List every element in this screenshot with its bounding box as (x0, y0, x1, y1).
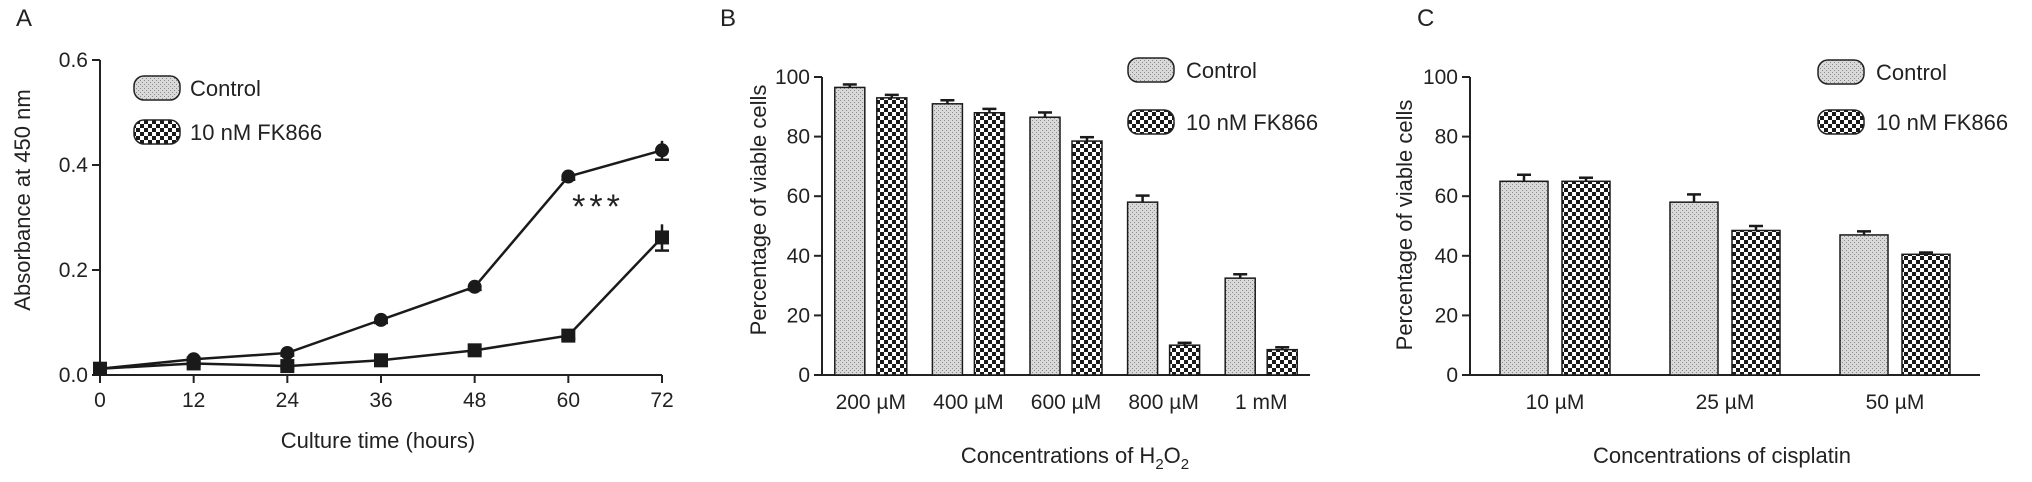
bar-fk866 (1071, 140, 1103, 376)
bar-fk866 (1168, 344, 1201, 376)
x-tick-label: 800 µM (1128, 391, 1198, 414)
legend-swatch-control (1817, 59, 1865, 85)
panel-a-y-axis: 0.0 0.2 0.4 0.6 (59, 49, 101, 387)
bar-control (1029, 116, 1061, 376)
x-tick-label: 24 (276, 389, 300, 412)
bar-control (834, 86, 866, 376)
panel-a-significance-annotation: *** (572, 188, 624, 226)
bar-fk866 (1266, 348, 1298, 376)
panel-a-x-axis: 0 12 24 36 48 60 72 (94, 374, 674, 412)
panel-a-legend-fk866: 10 nM FK866 (190, 120, 322, 145)
panel-c-y-label: Percentage of viable cells (1392, 100, 1417, 351)
x-tick-label: 12 (182, 389, 205, 412)
y-tick-label: 20 (787, 304, 810, 327)
panel-c: C 0 20 40 60 80 100 10 µM 25 µM 50 µM Concentra… (1392, 5, 2008, 468)
panel-a-y-label: Absorbance at 450 nm (10, 89, 35, 310)
data-point-fk866 (186, 356, 201, 371)
panel-c-letter: C (1417, 5, 1434, 32)
panel-a-x-label: Culture time (hours) (281, 428, 475, 453)
y-tick-label: 80 (787, 126, 810, 149)
panel-a-series (93, 140, 669, 376)
panel-b-x-axis: 200 µM 400 µM 600 µM 800 µM 1 mM (822, 374, 1310, 414)
x-tick-label: 0 (94, 389, 106, 412)
x-tick-label: 60 (557, 389, 580, 412)
panel-b-y-label: Percentage of viable cells (746, 85, 771, 336)
bar-control (1669, 201, 1719, 376)
data-point-fk866 (93, 361, 107, 376)
panel-b-y-axis: 0 20 40 60 80 100 (775, 66, 823, 387)
y-tick-label: 0 (1446, 364, 1458, 387)
x-tick-label: 25 µM (1696, 391, 1755, 414)
bar-fk866 (1731, 229, 1781, 376)
y-tick-label: 60 (1435, 185, 1458, 208)
legend-swatch-fk866 (1817, 109, 1865, 135)
panel-a: A 0.0 0.2 0.4 0.6 0 12 24 36 48 60 72 Culture tim… (10, 5, 674, 453)
panel-b: B 0 20 40 60 80 100 200 µM 400 µM 600 µM 800 µM 1… (720, 5, 1318, 473)
y-tick-label: 0.4 (59, 154, 89, 177)
y-tick-label: 40 (787, 245, 810, 268)
data-point-control (561, 169, 576, 184)
panel-a-legend-control: Control (190, 76, 261, 101)
bar-fk866 (1901, 253, 1951, 376)
bar-control (1224, 277, 1256, 376)
legend-swatch-fk866 (1127, 109, 1175, 135)
bar-control (1126, 201, 1159, 376)
data-point-control (655, 143, 669, 158)
legend-swatch-control (133, 75, 181, 101)
panel-c-legend-control: Control (1876, 60, 1947, 85)
x-tick-label: 48 (463, 389, 486, 412)
panel-a-letter: A (16, 5, 32, 32)
y-tick-label: 100 (775, 66, 810, 89)
y-tick-label: 0.2 (59, 259, 88, 282)
panel-c-y-axis: 0 20 40 60 80 100 (1423, 66, 1471, 387)
y-tick-label: 40 (1435, 245, 1458, 268)
x-tick-label: 1 mM (1235, 391, 1288, 414)
bar-control (1499, 180, 1549, 376)
x-tick-label: 50 µM (1866, 391, 1925, 414)
panel-b-legend-control: Control (1186, 58, 1257, 83)
y-tick-label: 60 (787, 185, 810, 208)
y-tick-label: 0.0 (59, 364, 88, 387)
series-line-fk866 (99, 236, 663, 370)
data-point-fk866 (655, 230, 669, 245)
x-tick-label: 72 (650, 389, 673, 412)
bar-fk866 (1561, 180, 1611, 376)
data-point-fk866 (280, 359, 295, 374)
panel-c-bars (1499, 173, 1951, 376)
y-tick-label: 0.6 (59, 49, 88, 72)
legend-swatch-control (1127, 57, 1175, 83)
y-tick-label: 0 (798, 364, 810, 387)
panel-a-legend: Control 10 nM FK866 (133, 75, 322, 145)
data-point-control (280, 345, 295, 360)
y-tick-label: 20 (1435, 304, 1458, 327)
series-line-control (99, 149, 663, 370)
panel-c-x-axis: 10 µM 25 µM 50 µM (1470, 374, 1980, 414)
bar-control (1839, 234, 1889, 376)
panel-c-legend-fk866: 10 nM FK866 (1876, 110, 2008, 135)
panel-b-legend-fk866: 10 nM FK866 (1186, 110, 1318, 135)
panel-b-letter: B (720, 5, 736, 32)
x-tick-label: 10 µM (1526, 391, 1585, 414)
data-point-fk866 (374, 353, 388, 368)
x-tick-label: 400 µM (933, 391, 1003, 414)
bar-control (931, 103, 964, 376)
panel-b-bars (834, 83, 1298, 376)
data-point-control (467, 279, 482, 294)
data-point-fk866 (467, 343, 482, 358)
data-point-fk866 (561, 328, 576, 343)
panel-b-x-label: Concentrations of H2O2 (961, 443, 1189, 473)
panel-c-x-label: Concentrations of cisplatin (1593, 443, 1851, 468)
y-tick-label: 100 (1423, 66, 1458, 89)
x-tick-label: 36 (369, 389, 392, 412)
panel-c-legend: Control 10 nM FK866 (1817, 59, 2008, 135)
panel-b-legend: Control 10 nM FK866 (1127, 57, 1318, 135)
x-tick-label: 200 µM (836, 391, 906, 414)
bar-fk866 (973, 112, 1006, 376)
x-tick-label: 600 µM (1031, 391, 1101, 414)
y-tick-label: 80 (1435, 126, 1458, 149)
data-point-control (374, 312, 388, 327)
bar-fk866 (876, 97, 908, 376)
legend-swatch-fk866 (133, 119, 181, 145)
